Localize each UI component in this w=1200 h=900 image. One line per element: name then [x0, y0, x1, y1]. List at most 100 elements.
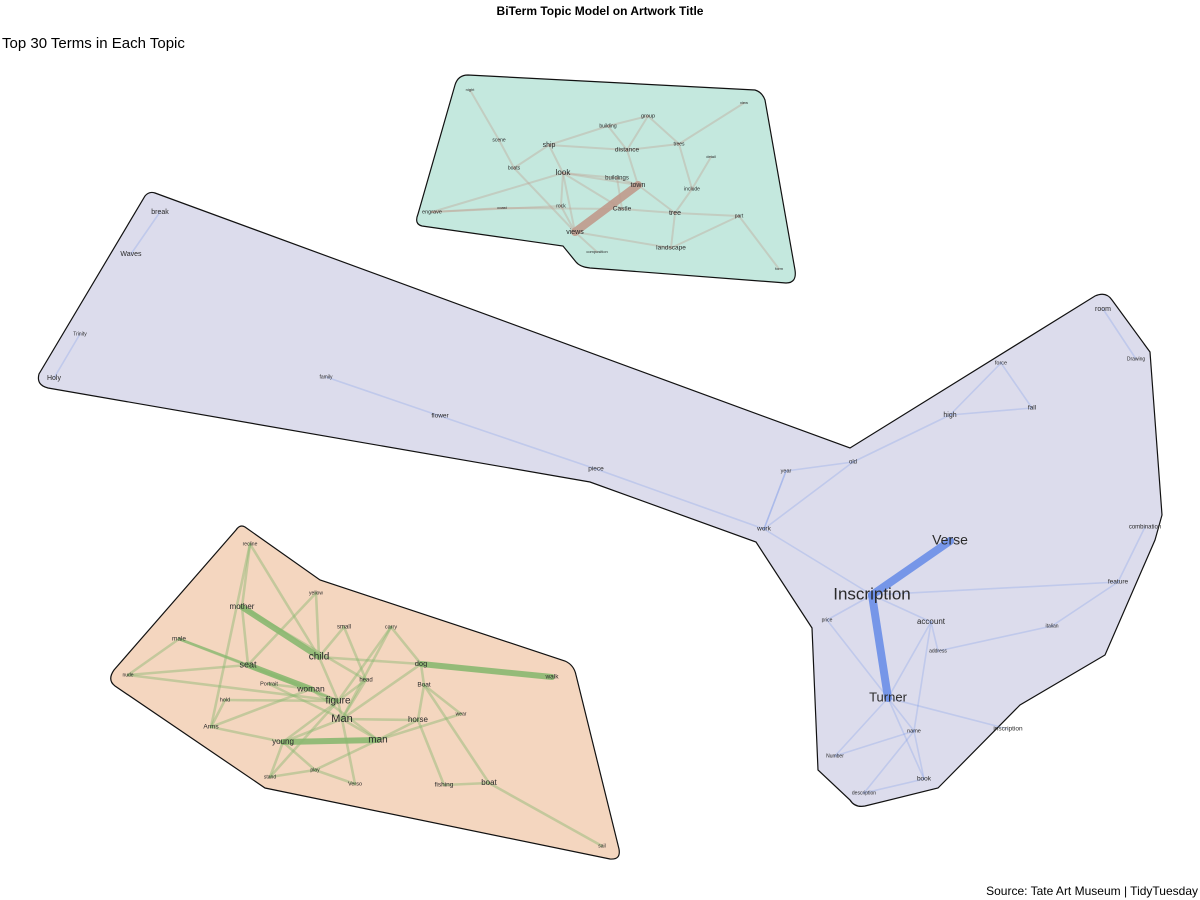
term-boats: boats	[508, 165, 521, 171]
term-number: Number	[826, 753, 844, 759]
edge-include-tree	[674, 188, 693, 214]
term-address: address	[929, 648, 947, 654]
edge-group-trees	[647, 115, 680, 145]
term-inscription: Inscription	[833, 584, 910, 603]
edge-building-distance	[607, 125, 628, 151]
term-holy: Holy	[47, 375, 62, 382]
topic-hull-figure	[110, 525, 620, 860]
edge-year-work	[763, 470, 787, 530]
edge-ship-building	[548, 125, 609, 146]
edge-town-views	[571, 181, 642, 236]
edge-family-flower	[325, 376, 441, 417]
term-description: description	[852, 790, 876, 796]
term-waves: Waves	[120, 251, 142, 258]
term-composition: composition	[586, 249, 607, 254]
edge-portrait-man	[267, 682, 344, 721]
term-work: work	[756, 526, 771, 533]
edge-fishing-boat	[442, 781, 491, 787]
edge-male-seat	[177, 637, 250, 667]
term-buildings: buildings	[605, 176, 629, 182]
edge-young-stand	[268, 740, 285, 779]
term-ship: ship	[543, 142, 556, 149]
edge-male-nude	[126, 637, 181, 677]
term-verse: Verse	[932, 532, 968, 548]
term-old: old	[849, 460, 857, 466]
term-distance: distance	[615, 147, 640, 154]
edge-views-composition	[574, 231, 598, 253]
edge-ship-distance	[548, 144, 628, 151]
term-high: high	[943, 412, 956, 419]
term-mother: mother	[230, 602, 255, 611]
term-account: account	[917, 617, 946, 626]
term-family: family	[319, 374, 333, 380]
term-include: include	[684, 186, 700, 192]
edge-play-man	[313, 738, 380, 772]
edge-turner-book	[887, 697, 925, 780]
term-landscape: landscape	[656, 245, 686, 252]
edge-trees-include	[678, 143, 693, 190]
term-engrave: engrave	[422, 209, 442, 215]
term-castle: Castle	[613, 206, 632, 213]
edge-recline-mother	[240, 542, 252, 609]
edge-break-waves	[130, 211, 161, 255]
edge-group-distance	[626, 115, 649, 151]
edge-price-turner	[826, 619, 889, 699]
term-rock: rock	[556, 203, 566, 209]
edge-turner-number	[834, 697, 889, 757]
edge-look-town	[562, 172, 639, 186]
edge-piece-work	[595, 468, 765, 530]
term-head: head	[359, 678, 372, 684]
term-building: building	[599, 123, 616, 129]
edge-force-fall	[1000, 362, 1033, 409]
edge-view-trees	[678, 102, 745, 145]
term-seat: seat	[239, 659, 257, 669]
term-break: break	[151, 209, 169, 216]
edge-boat-dog	[419, 662, 426, 687]
term-figure: figure	[325, 696, 350, 707]
edge-look-buildings	[562, 172, 618, 179]
term-year: year	[781, 468, 792, 474]
edge-detail-include	[691, 156, 712, 190]
edge-young-play	[281, 740, 317, 772]
term-form: form	[775, 266, 784, 271]
term-horse: horse	[408, 715, 429, 724]
term-room: room	[1095, 306, 1111, 313]
term-night: night	[466, 87, 476, 92]
edge-castle-tree	[621, 208, 676, 214]
edge-buildings-castle	[616, 177, 623, 210]
edge-man-horse	[340, 717, 420, 722]
edge-woman-figure	[309, 687, 340, 703]
edge-town-tree	[637, 184, 676, 214]
edge-turner-name	[887, 697, 915, 732]
edge-figure-young	[281, 699, 340, 744]
term-italian: italian	[1045, 623, 1058, 629]
edge-man-man	[340, 717, 380, 742]
edge-night-scene	[469, 89, 500, 141]
edge-account-name	[913, 621, 932, 732]
term-scene: scene	[492, 137, 506, 143]
edge-carry-dog	[389, 625, 423, 666]
edge-combination-feature	[1117, 526, 1146, 583]
edge-feature-inscription	[871, 581, 1119, 596]
term-price: price	[822, 617, 833, 623]
term-dog: dog	[415, 659, 428, 668]
edge-tree-part	[674, 212, 740, 217]
edge-name-book	[913, 730, 925, 780]
term-boat: boat	[481, 778, 497, 787]
edge-head-figure	[336, 678, 368, 703]
term-stand: stand	[264, 774, 276, 780]
term-piece: piece	[588, 466, 604, 473]
term-book: book	[917, 776, 932, 783]
edge-engrave-rock	[431, 205, 562, 213]
edge-arms-young	[209, 725, 285, 744]
edge-fishing-horse	[416, 718, 446, 787]
term-young: young	[272, 737, 294, 746]
edge-form-part	[738, 215, 780, 270]
edge-landscape-tree	[670, 212, 676, 249]
edge-horse-man	[376, 718, 420, 742]
edge-carry-man	[340, 625, 393, 721]
edge-child-dog	[317, 655, 423, 666]
edge-mother-seat	[240, 605, 250, 667]
edge-high-force	[949, 362, 1002, 416]
